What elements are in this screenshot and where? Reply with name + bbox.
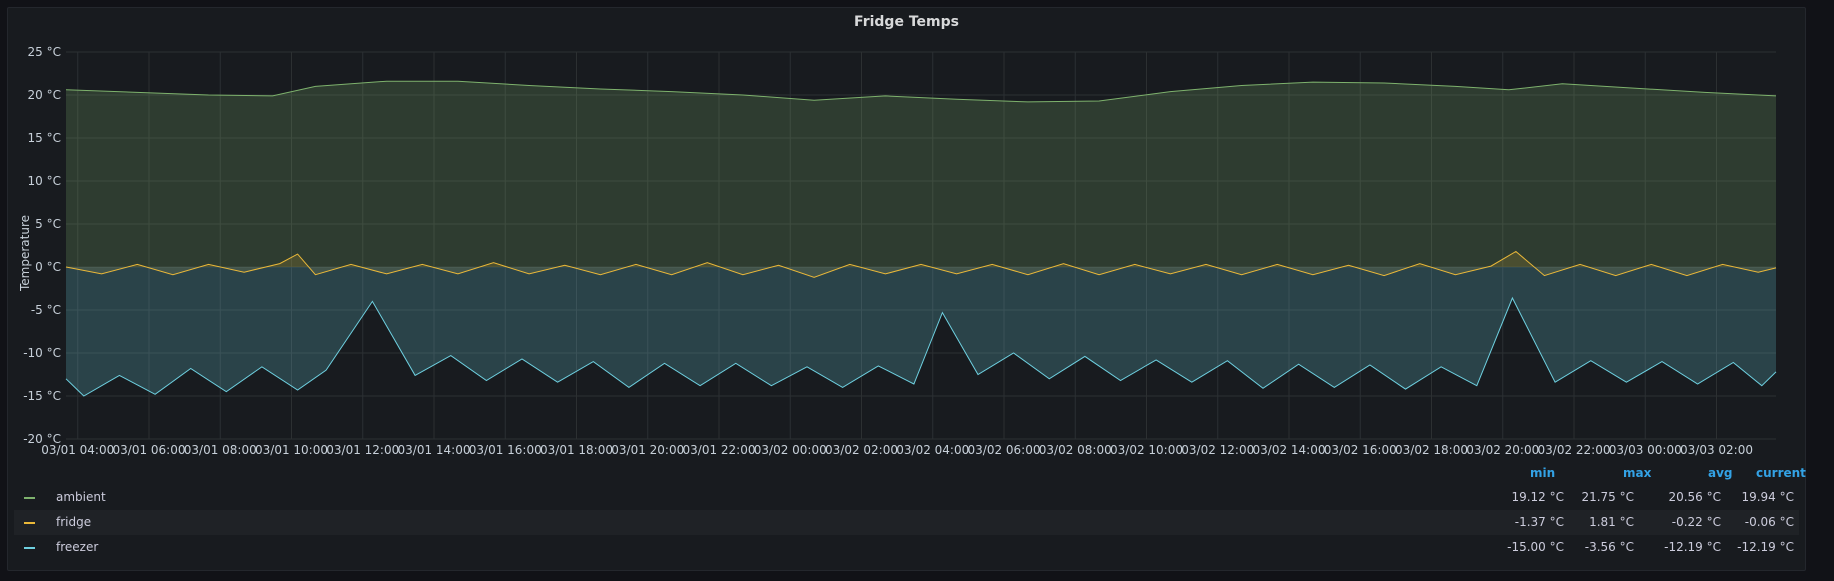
- legend-header-max[interactable]: max: [1623, 466, 1652, 480]
- x-tick-label: 03/01 22:00: [683, 443, 756, 457]
- chart-grid: [66, 51, 1776, 440]
- series-area-ambient: [66, 81, 1776, 267]
- series-line-ambient[interactable]: [65, 80, 1777, 103]
- y-axis-label: Temperature: [18, 215, 32, 292]
- y-tick-label: 20 °C: [28, 88, 61, 102]
- y-tick-label: 15 °C: [28, 131, 61, 145]
- legend-value-avg: -12.19 °C: [1664, 540, 1721, 554]
- legend-header-current[interactable]: current: [1756, 466, 1806, 480]
- x-tick-label: 03/01 16:00: [469, 443, 542, 457]
- legend-row-ambient[interactable]: ambient 19.12 °C 21.75 °C 20.56 °C 19.94…: [14, 485, 1799, 510]
- x-tick-label: 03/01 08:00: [184, 443, 257, 457]
- legend-value-min: -15.00 °C: [1507, 540, 1564, 554]
- legend-table: min max avg current ambient 19.12 °C 21.…: [14, 463, 1806, 560]
- y-tick-label: 0 °C: [35, 260, 61, 274]
- legend-series-name[interactable]: ambient: [56, 490, 106, 504]
- legend-value-avg: 20.56 °C: [1668, 490, 1721, 504]
- chart-lines: [65, 80, 1777, 397]
- legend-row-fridge[interactable]: fridge -1.37 °C 1.81 °C -0.22 °C -0.06 °…: [14, 510, 1799, 535]
- x-tick-label: 03/01 06:00: [113, 443, 186, 457]
- x-tick-label: 03/02 14:00: [1253, 443, 1326, 457]
- legend-value-current: -0.06 °C: [1744, 515, 1794, 529]
- y-tick-label: 10 °C: [28, 174, 61, 188]
- legend-value-max: 21.75 °C: [1581, 490, 1634, 504]
- legend-value-min: -1.37 °C: [1514, 515, 1564, 529]
- x-tick-label: 03/02 08:00: [1039, 443, 1112, 457]
- series-area-freezer: [66, 267, 1776, 396]
- legend-value-avg: -0.22 °C: [1671, 515, 1721, 529]
- series-line-freezer[interactable]: [65, 296, 1777, 397]
- x-tick-label: 03/02 18:00: [1395, 443, 1468, 457]
- x-tick-label: 03/02 06:00: [968, 443, 1041, 457]
- temperature-chart: 25 °C 20 °C 15 °C 10 °C 5 °C 0 °C -5 °C -10 °C -…: [18, 45, 1777, 457]
- legend-swatch-fridge[interactable]: [24, 522, 35, 524]
- y-tick-label: -10 °C: [23, 346, 61, 360]
- y-tick-label: 25 °C: [28, 45, 61, 59]
- legend-value-min: 19.12 °C: [1511, 490, 1564, 504]
- x-tick-label: 03/02 02:00: [825, 443, 898, 457]
- legend-header-min[interactable]: min: [1530, 466, 1556, 480]
- y-axis-ticks: 25 °C 20 °C 15 °C 10 °C 5 °C 0 °C -5 °C -10 °C -…: [23, 45, 61, 446]
- y-tick-label: -15 °C: [23, 389, 61, 403]
- series-line-fridge[interactable]: [65, 250, 1777, 278]
- x-tick-label: 03/02 16:00: [1324, 443, 1397, 457]
- legend-series-name[interactable]: freezer: [56, 540, 99, 554]
- legend-value-current: -12.19 °C: [1737, 540, 1794, 554]
- y-tick-label: 5 °C: [35, 217, 61, 231]
- legend-swatch-ambient[interactable]: [24, 497, 35, 499]
- legend-value-max: 1.81 °C: [1589, 515, 1634, 529]
- legend-header: min max avg current: [14, 463, 1806, 485]
- x-tick-label: 03/03 00:00: [1609, 443, 1682, 457]
- x-tick-label: 03/01 20:00: [611, 443, 684, 457]
- legend-header-avg[interactable]: avg: [1708, 466, 1733, 480]
- x-tick-label: 03/01 14:00: [398, 443, 471, 457]
- y-tick-label: -5 °C: [31, 303, 61, 317]
- legend-series-name[interactable]: fridge: [56, 515, 92, 529]
- x-tick-label: 03/02 20:00: [1466, 443, 1539, 457]
- y-tick-label: -20 °C: [23, 432, 61, 446]
- graph-panel: Fridge Temps: [7, 7, 1806, 571]
- chart-areas: [66, 81, 1776, 396]
- x-tick-label: 03/02 04:00: [896, 443, 969, 457]
- x-tick-label: 03/02 00:00: [754, 443, 827, 457]
- x-tick-label: 03/01 04:00: [41, 443, 114, 457]
- x-tick-label: 03/02 12:00: [1181, 443, 1254, 457]
- x-tick-label: 03/02 10:00: [1110, 443, 1183, 457]
- legend-value-max: -3.56 °C: [1584, 540, 1634, 554]
- panel-title[interactable]: Fridge Temps: [854, 14, 959, 30]
- legend-value-current: 19.94 °C: [1741, 490, 1794, 504]
- x-tick-label: 03/01 12:00: [326, 443, 399, 457]
- legend-row-freezer[interactable]: freezer -15.00 °C -3.56 °C -12.19 °C -12…: [14, 535, 1799, 560]
- x-tick-label: 03/01 18:00: [540, 443, 613, 457]
- legend-swatch-freezer[interactable]: [24, 547, 35, 549]
- x-tick-label: 03/01 10:00: [255, 443, 328, 457]
- x-tick-label: 03/02 22:00: [1538, 443, 1611, 457]
- x-tick-label: 03/03 02:00: [1680, 443, 1753, 457]
